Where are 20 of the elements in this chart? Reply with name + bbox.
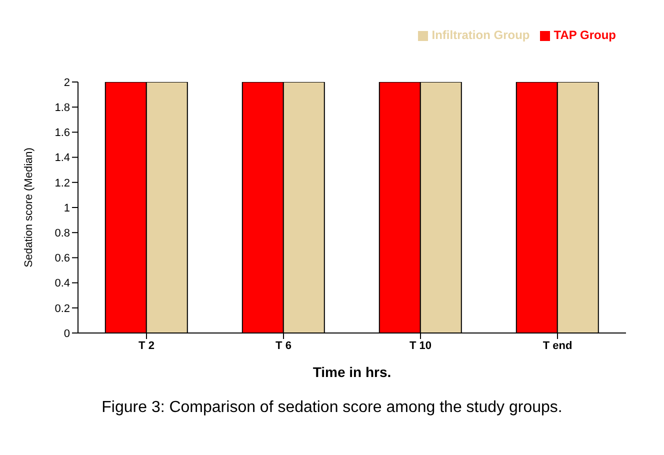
y-tick-label: 0.4: [54, 278, 70, 290]
y-tick-label: 0: [64, 328, 70, 340]
y-tick-label: 0.2: [54, 302, 70, 315]
x-tick-label: T 6: [276, 340, 292, 352]
y-tick-label: 0.8: [54, 228, 70, 240]
x-tick-label: T 10: [409, 340, 432, 352]
y-tick-label: 2: [64, 76, 70, 89]
caption: Figure 3: Comparison of sedation score among the study groups.: [100, 399, 564, 417]
y-tick-label: 0.6: [54, 252, 70, 265]
y-axis-title: Sedation score (Median): [22, 148, 35, 268]
y-tick-label: 1.2: [54, 177, 70, 190]
legend-label: TAP Group: [554, 28, 616, 42]
y-tick-label: 1.8: [54, 102, 70, 114]
y-tick-label: 1.6: [54, 127, 70, 140]
legend-label: Infiltration Group: [432, 28, 530, 42]
x-axis-title: Time in hrs.: [312, 364, 392, 380]
y-tick-label: 1: [64, 202, 70, 214]
x-tick-label: T 2: [138, 340, 154, 352]
y-tick-label: 1.4: [54, 152, 70, 164]
x-tick-label: T end: [542, 340, 572, 352]
